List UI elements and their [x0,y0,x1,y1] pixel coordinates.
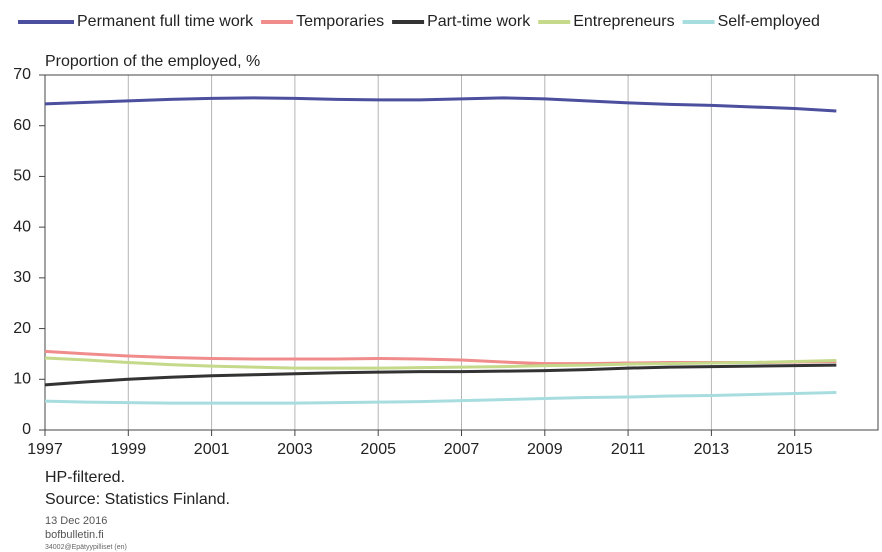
x-tick-label: 2007 [444,441,480,458]
series-line [44,356,837,370]
y-tick-label: 20 [13,320,31,337]
y-tick-label: 30 [13,269,31,286]
source: Source: Statistics Finland. [45,491,230,508]
y-tick-label: 60 [13,117,31,134]
legend-label: Part-time work [427,13,531,30]
y-tick-label: 50 [13,168,31,185]
y-tick-label: 10 [13,371,31,388]
code: 34002@Epätyypilliset (en) [45,544,127,551]
x-tick-label: 2015 [777,441,813,458]
y-tick-label: 70 [13,66,31,83]
x-tick-label: 2001 [194,441,230,458]
y-tick-label: 0 [22,421,31,438]
note: HP-filtered. [45,469,125,486]
series-line [44,96,837,113]
legend-label: Temporaries [296,13,384,30]
legend-label: Self-employed [718,13,820,30]
plot-frame [44,74,879,431]
series-line [44,390,837,405]
legend-label: Permanent full time work [77,13,254,30]
legend-label: Entrepreneurs [573,13,674,30]
x-tick-label: 2011 [611,441,646,458]
date: 13 Dec 2016 [45,515,107,527]
x-tick-label: 2013 [694,441,730,458]
y-tick-label: 40 [13,218,31,235]
series-line [44,363,837,387]
x-tick-label: 2003 [277,441,313,458]
x-tick-label: 1999 [111,441,147,458]
site: bofbulletin.fi [45,529,104,541]
y-axis-label: Proportion of the employed, % [45,53,260,70]
x-tick-label: 1997 [27,441,63,458]
x-tick-label: 2005 [360,441,396,458]
x-tick-label: 2009 [527,441,563,458]
